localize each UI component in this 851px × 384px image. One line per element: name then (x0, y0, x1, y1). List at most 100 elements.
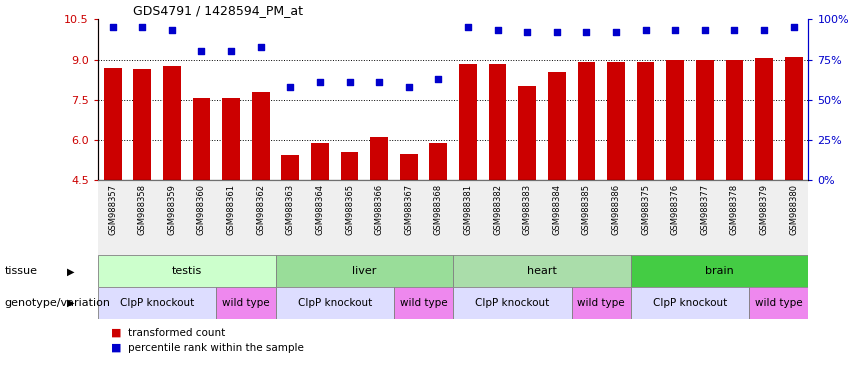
Point (787, 24, 801, 30)
Text: ■: ■ (111, 328, 121, 338)
Bar (512, 180, 542, 255)
Text: wild type: wild type (222, 298, 270, 308)
Bar (98, 287, 216, 319)
Text: GSM988386: GSM988386 (612, 184, 620, 235)
Bar (607, 62, 625, 180)
Text: GSM988367: GSM988367 (404, 184, 414, 235)
Bar (548, 71, 566, 180)
Bar (276, 287, 394, 319)
Bar (631, 287, 749, 319)
Bar (306, 180, 334, 255)
Text: GSM988366: GSM988366 (374, 184, 384, 235)
Text: GSM988375: GSM988375 (641, 184, 650, 235)
Bar (785, 57, 802, 180)
Bar (690, 180, 720, 255)
Text: GSM988378: GSM988378 (730, 184, 739, 235)
Point (491, 27, 505, 33)
Text: GSM988384: GSM988384 (552, 184, 562, 235)
Bar (246, 180, 276, 255)
Bar (311, 143, 328, 180)
Bar (631, 180, 660, 255)
Point (225, 48, 238, 55)
Bar (779, 180, 808, 255)
Bar (222, 99, 240, 180)
Bar (572, 287, 631, 319)
Text: ▶: ▶ (67, 266, 74, 276)
Text: ClpP knockout: ClpP knockout (298, 298, 372, 308)
Bar (424, 180, 453, 255)
Bar (518, 86, 536, 180)
Bar (394, 287, 453, 319)
Point (165, 27, 179, 33)
Bar (755, 58, 773, 180)
Text: ClpP knockout: ClpP knockout (120, 298, 194, 308)
Bar (483, 180, 512, 255)
Bar (749, 180, 779, 255)
Bar (128, 180, 157, 255)
Point (550, 29, 563, 35)
Point (373, 79, 386, 85)
Bar (430, 143, 448, 180)
Bar (578, 62, 595, 180)
Bar (637, 62, 654, 180)
Text: GSM988365: GSM988365 (345, 184, 354, 235)
Text: brain: brain (705, 266, 734, 276)
Text: GSM988379: GSM988379 (760, 184, 768, 235)
Bar (340, 152, 358, 180)
Text: ClpP knockout: ClpP knockout (475, 298, 550, 308)
Text: ClpP knockout: ClpP knockout (653, 298, 727, 308)
Bar (276, 180, 306, 255)
Bar (696, 60, 714, 180)
Bar (186, 180, 216, 255)
Bar (163, 66, 180, 180)
Text: heart: heart (527, 266, 557, 276)
Bar (282, 155, 300, 180)
Bar (334, 180, 364, 255)
Text: GSM988359: GSM988359 (168, 184, 176, 235)
Bar (216, 287, 276, 319)
Text: genotype/variation: genotype/variation (4, 298, 111, 308)
Point (431, 76, 445, 82)
Bar (216, 180, 246, 255)
Text: GSM988377: GSM988377 (700, 184, 710, 235)
Point (254, 43, 267, 50)
Bar (453, 287, 572, 319)
Point (135, 24, 149, 30)
Text: GSM988376: GSM988376 (671, 184, 680, 235)
Text: wild type: wild type (577, 298, 625, 308)
Bar (572, 180, 601, 255)
Text: wild type: wild type (755, 298, 802, 308)
Point (520, 29, 534, 35)
Point (580, 29, 593, 35)
Text: GSM988362: GSM988362 (256, 184, 266, 235)
Text: GSM988383: GSM988383 (523, 184, 532, 235)
Text: GDS4791 / 1428594_PM_at: GDS4791 / 1428594_PM_at (134, 3, 304, 17)
Text: percentile rank within the sample: percentile rank within the sample (128, 343, 304, 353)
Bar (192, 99, 210, 180)
Text: GSM988361: GSM988361 (226, 184, 236, 235)
Bar (666, 60, 684, 180)
Point (639, 27, 653, 33)
Bar (726, 60, 743, 180)
Bar (631, 255, 808, 287)
Point (461, 24, 475, 30)
Text: ■: ■ (111, 343, 121, 353)
Point (668, 27, 682, 33)
Text: GSM988364: GSM988364 (316, 184, 324, 235)
Bar (98, 180, 128, 255)
Text: ▶: ▶ (67, 298, 74, 308)
Text: GSM988385: GSM988385 (582, 184, 591, 235)
Bar (394, 180, 424, 255)
Bar (276, 255, 453, 287)
Text: testis: testis (172, 266, 202, 276)
Point (106, 24, 119, 30)
Bar (749, 287, 808, 319)
Bar (364, 180, 394, 255)
Text: GSM988382: GSM988382 (493, 184, 502, 235)
Text: GSM988360: GSM988360 (197, 184, 206, 235)
Bar (98, 255, 276, 287)
Bar (542, 180, 572, 255)
Text: GSM988358: GSM988358 (138, 184, 146, 235)
Text: tissue: tissue (4, 266, 37, 276)
Point (728, 27, 741, 33)
